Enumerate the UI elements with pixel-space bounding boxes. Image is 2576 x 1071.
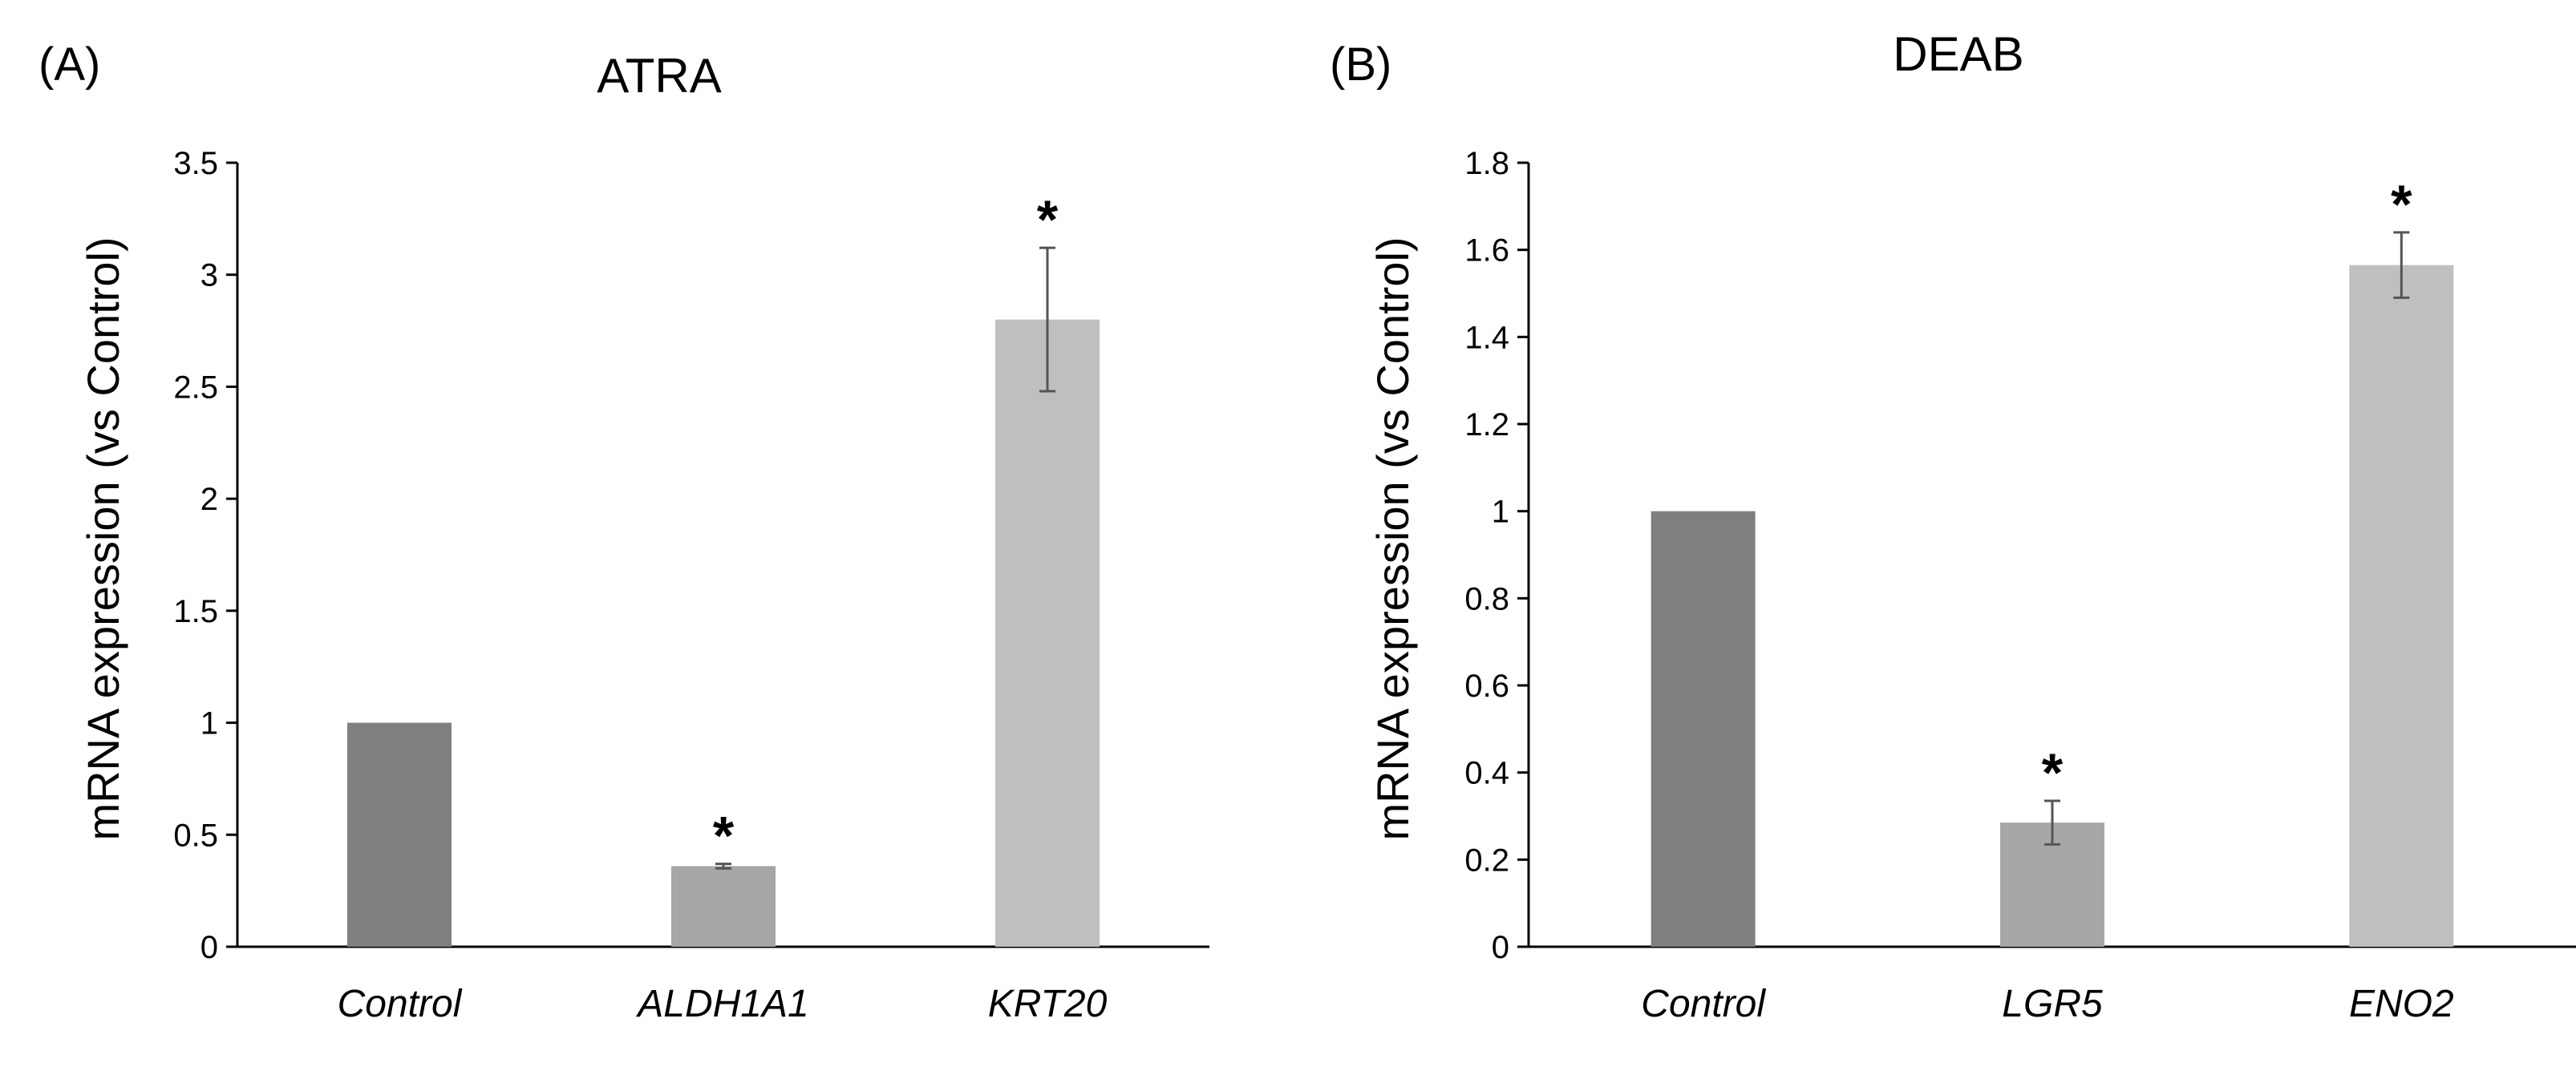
y-tick-label: 0.4 <box>1464 756 1509 791</box>
bar-control <box>1651 511 1756 947</box>
y-tick-label: 1.8 <box>1464 146 1509 181</box>
significance-marker: * <box>713 806 735 867</box>
y-tick-label: 0.8 <box>1464 581 1509 616</box>
chart-title: DEAB <box>1893 27 2023 81</box>
significance-marker: * <box>2391 174 2412 235</box>
bar-control <box>347 722 452 947</box>
panel-label: (A) <box>38 38 100 91</box>
y-tick-label: 0.6 <box>1464 669 1509 704</box>
y-tick-label: 0 <box>1492 930 1509 965</box>
y-axis-label: mRNA expression (vs Control) <box>78 236 128 840</box>
y-tick-label: 1.6 <box>1464 233 1509 269</box>
chart-title: ATRA <box>597 49 722 103</box>
y-tick-label: 0.2 <box>1464 843 1509 878</box>
significance-marker: * <box>1037 189 1059 250</box>
significance-marker: * <box>2042 742 2064 803</box>
panel-label: (B) <box>1330 38 1391 91</box>
chart-marks: 0 0.2 0.4 0.6 0.8 1 1.2 1.4 1.6 1.8 Control * LGR5 * E… <box>1464 146 2576 1025</box>
panel-a: (A) ATRA mRNA expression (vs Control) 00… <box>38 38 1209 1025</box>
y-tick-label: 1.2 <box>1464 407 1509 443</box>
x-tick-label: Control <box>338 983 463 1025</box>
chart-marks: 0 0.5 1 1.5 2 2.5 3 3.5 Control * ALDH1A1 * KRT20 <box>173 146 1209 1025</box>
y-tick-label: 1.4 <box>1464 320 1509 355</box>
y-tick-label: 2 <box>200 482 218 517</box>
bar-aldh1a1 <box>671 866 776 947</box>
panel-b: (B) DEAB mRNA expression (vs Control) 00… <box>1330 27 2576 1025</box>
y-tick-label: 2.5 <box>173 370 218 405</box>
bar-eno2 <box>2349 265 2454 947</box>
y-axis-label: mRNA expression (vs Control) <box>1367 236 1418 840</box>
y-tick-label: 1 <box>1492 495 1509 530</box>
y-tick-label: 1 <box>200 706 218 742</box>
x-tick-label: LGR5 <box>2002 983 2103 1025</box>
x-tick-label: KRT20 <box>988 983 1108 1025</box>
y-tick-label: 1.5 <box>173 594 218 629</box>
y-tick-label: 0.5 <box>173 818 218 853</box>
bar-krt20 <box>995 319 1100 948</box>
y-tick-label: 0 <box>200 930 218 965</box>
y-tick-label: 3.5 <box>173 146 218 181</box>
x-tick-label: ALDH1A1 <box>635 983 808 1025</box>
x-tick-label: ENO2 <box>2349 983 2454 1025</box>
x-tick-label: Control <box>1641 983 1766 1025</box>
y-tick-label: 3 <box>200 258 218 293</box>
